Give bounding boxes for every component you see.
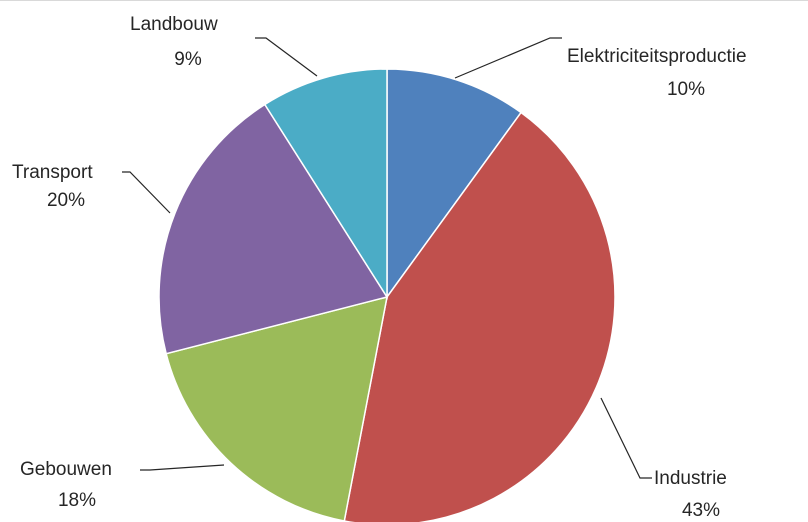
leader-line-gebouwen bbox=[140, 464, 225, 471]
leader-line-landbouw bbox=[255, 37, 318, 77]
label-elektriciteitsproductie-value: 10% bbox=[667, 79, 705, 100]
pie-slice-landbouw bbox=[263, 68, 388, 300]
leader-line-elektriciteitsproductie bbox=[454, 37, 562, 79]
label-elektriciteitsproductie-name: Elektriciteitsproductie bbox=[567, 46, 747, 67]
pie-slice-elektriciteitsproductie bbox=[386, 68, 523, 300]
label-landbouw-name: Landbouw bbox=[130, 14, 218, 35]
label-industrie-name: Industrie bbox=[654, 468, 727, 489]
label-industrie-value: 43% bbox=[682, 500, 720, 521]
slice-labels: Elektriciteitsproductie 10% Industrie 43… bbox=[12, 14, 747, 521]
leader-line-transport bbox=[122, 171, 171, 214]
label-transport-value: 20% bbox=[47, 190, 85, 211]
label-landbouw-value: 9% bbox=[174, 49, 202, 70]
leader-line-industrie bbox=[600, 397, 652, 479]
pie-slices bbox=[158, 68, 616, 522]
pie-slice-industrie bbox=[343, 111, 616, 522]
label-transport-name: Transport bbox=[12, 162, 93, 183]
pie-slice-transport bbox=[158, 103, 389, 355]
pie-slice-gebouwen bbox=[165, 295, 388, 522]
label-gebouwen-name: Gebouwen bbox=[20, 459, 112, 480]
leader-lines bbox=[122, 37, 652, 479]
label-gebouwen-value: 18% bbox=[58, 490, 96, 511]
